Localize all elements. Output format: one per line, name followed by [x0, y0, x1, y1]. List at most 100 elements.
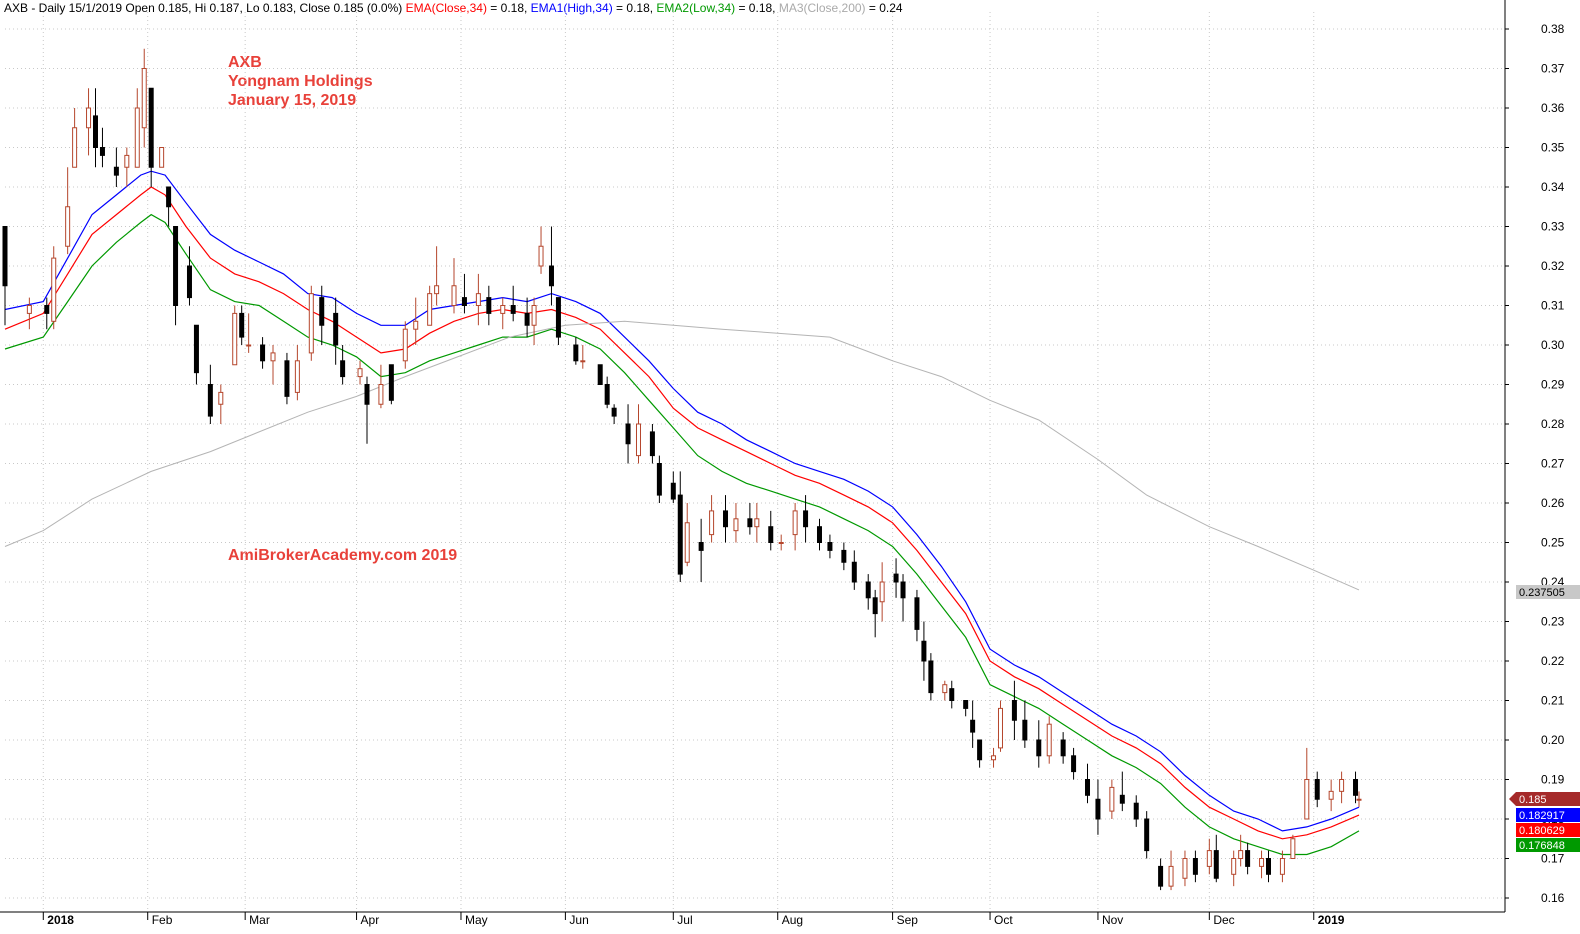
y-tick-label: 0.34: [1541, 180, 1565, 194]
bar-body: [793, 511, 797, 535]
y-tick-label: 0.35: [1541, 141, 1565, 155]
bar-body: [964, 701, 968, 709]
bar-body: [1047, 724, 1051, 756]
bar-body: [769, 527, 773, 543]
y-tick-label: 0.26: [1541, 496, 1565, 510]
bar-body: [532, 306, 536, 326]
bar-body: [650, 432, 654, 456]
bar-body: [45, 306, 49, 314]
x-tick-label: 2019: [1318, 913, 1345, 927]
ohlc-bar: [636, 404, 640, 463]
ohlc-bar: [880, 562, 884, 621]
ohlc-bar: [1096, 780, 1100, 835]
ohlc-bar: [1329, 780, 1333, 812]
ohlc-bar: [135, 88, 139, 167]
price-tag: 0.176848: [1516, 838, 1580, 852]
ohlc-bar: [233, 306, 237, 365]
ohlc-bar: [309, 286, 313, 361]
ohlc-bar: [365, 377, 369, 444]
bar-body: [817, 527, 821, 543]
x-tick-label: May: [465, 913, 488, 927]
bar-body: [779, 543, 783, 544]
ohlc-bar: [52, 246, 56, 329]
bar-body: [187, 266, 191, 298]
bar-body: [1207, 851, 1211, 867]
ohlc-bar: [428, 286, 432, 326]
bar-body: [219, 392, 223, 404]
bar-body: [160, 148, 164, 168]
bar-body: [3, 227, 7, 286]
y-tick-label: 0.33: [1541, 220, 1565, 234]
bar-body: [1354, 780, 1358, 796]
bar-body: [114, 167, 118, 175]
ohlc-bar: [240, 306, 244, 346]
ohlc-bar: [657, 456, 661, 503]
ohlc-bar: [769, 511, 773, 551]
ohlc-bar: [793, 503, 797, 550]
ohlc-bars: [3, 49, 1361, 890]
bar-body: [1145, 819, 1149, 851]
bar-body: [73, 128, 77, 168]
ohlc-bar: [1232, 851, 1236, 887]
x-tick-label: 2018: [47, 913, 74, 927]
bar-body: [971, 720, 975, 732]
bar-body: [581, 361, 585, 362]
y-tick-label: 0.36: [1541, 101, 1565, 115]
bar-body: [334, 313, 338, 345]
bar-body: [992, 756, 996, 760]
ohlc-bar: [699, 519, 703, 582]
y-tick-label: 0.21: [1541, 694, 1565, 708]
ohlc-bar: [817, 519, 821, 551]
bar-body: [1183, 859, 1187, 879]
bar-body: [929, 661, 933, 693]
ohlc-bar: [320, 286, 324, 345]
ohlc-bar: [1037, 720, 1041, 767]
price-tag-label: 0.237505: [1519, 587, 1565, 599]
bar-body: [1193, 859, 1197, 875]
price-tag: 0.237505: [1516, 585, 1580, 599]
price-tag-label: 0.180629: [1519, 825, 1565, 837]
bar-body: [1159, 866, 1163, 886]
bar-body: [358, 369, 362, 377]
ohlc-bar: [1354, 772, 1358, 804]
y-tick-label: 0.20: [1541, 733, 1565, 747]
bar-body: [194, 325, 198, 372]
price-tag: 0.180629: [1516, 823, 1580, 837]
bar-body: [901, 582, 905, 598]
ohlc-bar: [114, 148, 118, 188]
ohlc-bar: [598, 365, 602, 385]
bar-body: [880, 582, 884, 602]
bar-body: [1291, 839, 1295, 859]
x-tick-label: Jun: [569, 913, 588, 927]
bar-body: [462, 298, 466, 306]
ohlc-bar: [247, 313, 251, 353]
bar-body: [755, 519, 759, 527]
y-tick-label: 0.16: [1541, 891, 1565, 905]
bar-body: [511, 306, 515, 314]
ohlc-bar: [389, 365, 393, 405]
bar-body: [1037, 740, 1041, 756]
price-tag-label: 0.176848: [1519, 840, 1565, 852]
ohlc-bar: [842, 543, 846, 571]
bar-body: [125, 155, 129, 167]
y-tick-label: 0.29: [1541, 378, 1565, 392]
bar-body: [501, 306, 505, 314]
y-tick-label: 0.32: [1541, 259, 1565, 273]
y-tick-label: 0.31: [1541, 299, 1565, 313]
bar-body: [261, 345, 265, 361]
bar-body: [852, 562, 856, 582]
ohlc-bar: [866, 574, 870, 610]
ohlc-bar: [414, 298, 418, 345]
ohlc-bar: [922, 622, 926, 681]
bar-body: [66, 207, 70, 247]
bar-body: [135, 108, 139, 167]
ohlc-bar: [950, 681, 954, 709]
bar-body: [1305, 780, 1309, 820]
ohlc-bar: [334, 298, 338, 365]
bar-body: [574, 345, 578, 361]
ohlc-bar: [1061, 732, 1065, 764]
ohlc-bar: [208, 365, 212, 424]
ohlc-bar: [1159, 859, 1163, 891]
ohlc-bar: [1246, 843, 1250, 875]
